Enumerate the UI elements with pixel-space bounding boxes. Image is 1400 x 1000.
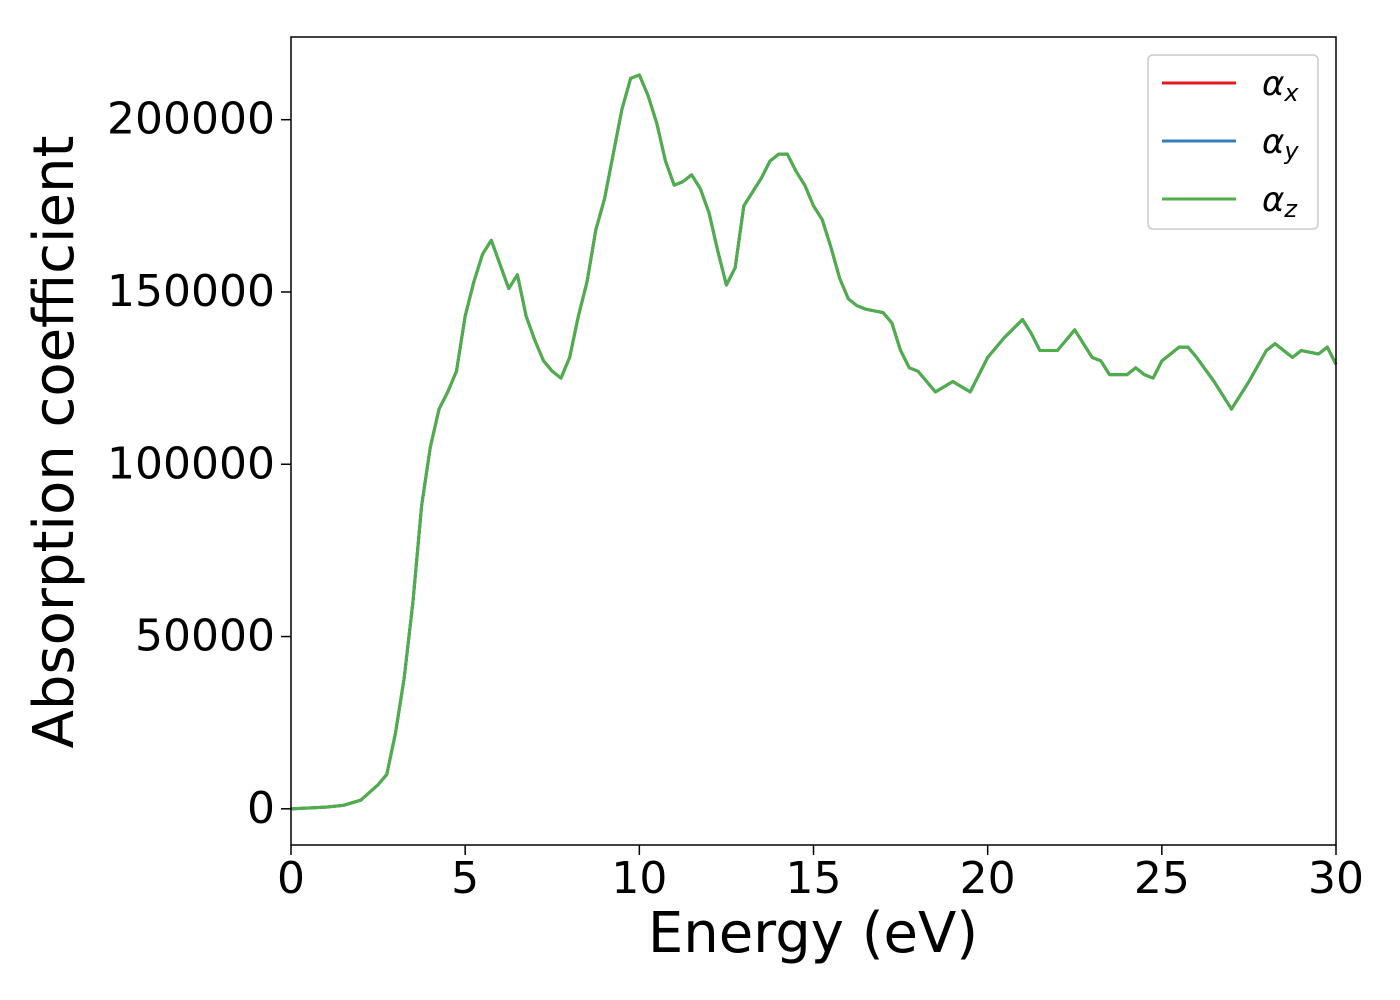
legend-label: αx — [1262, 64, 1299, 108]
x-tick-label: 20 — [960, 853, 1016, 904]
y-tick-label: 0 — [247, 783, 275, 834]
legend-label: αy — [1262, 122, 1299, 166]
x-tick-label: 30 — [1308, 853, 1364, 904]
x-tick-label: 10 — [611, 853, 667, 904]
y-tick-label: 100000 — [107, 438, 275, 489]
x-tick-label: 0 — [277, 853, 305, 904]
x-axis-label: Energy (eV) — [648, 901, 978, 966]
y-tick-label: 50000 — [135, 611, 275, 662]
y-tick-label: 150000 — [107, 266, 275, 317]
y-axis-label: Absorption coefficient — [22, 136, 87, 749]
series-line — [290, 73, 1338, 811]
plot-frame — [290, 36, 1337, 846]
x-tick-label: 25 — [1134, 853, 1190, 904]
x-tick-label: 15 — [786, 853, 842, 904]
y-tick-label: 200000 — [107, 94, 275, 145]
x-tick-label: 5 — [451, 853, 479, 904]
legend-label: αz — [1262, 180, 1298, 224]
